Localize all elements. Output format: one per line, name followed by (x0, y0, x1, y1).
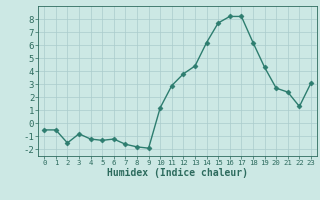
X-axis label: Humidex (Indice chaleur): Humidex (Indice chaleur) (107, 168, 248, 178)
